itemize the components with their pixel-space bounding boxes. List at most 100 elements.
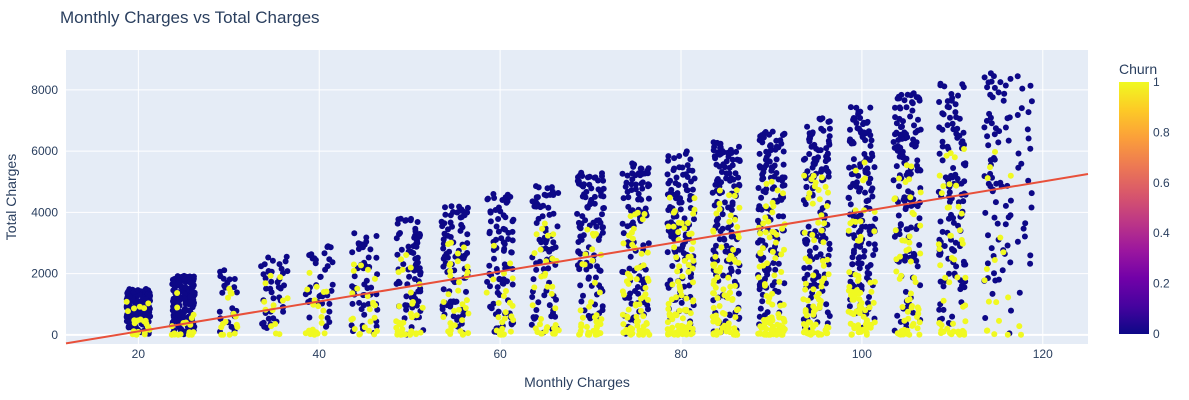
data-point bbox=[848, 331, 855, 338]
data-point bbox=[802, 239, 809, 246]
data-point bbox=[824, 203, 830, 210]
data-point bbox=[627, 331, 634, 338]
data-point bbox=[683, 295, 690, 302]
data-point bbox=[394, 251, 401, 258]
data-point bbox=[869, 223, 876, 230]
data-point bbox=[815, 187, 822, 193]
data-point bbox=[985, 79, 992, 86]
data-point bbox=[984, 133, 991, 140]
data-point bbox=[175, 311, 182, 318]
data-point bbox=[312, 260, 319, 267]
data-point bbox=[542, 270, 549, 277]
data-point bbox=[960, 161, 967, 167]
data-point bbox=[326, 300, 333, 307]
data-point bbox=[671, 208, 678, 215]
data-point bbox=[857, 233, 864, 240]
data-point bbox=[507, 260, 514, 267]
data-point bbox=[1005, 294, 1012, 301]
data-point bbox=[670, 213, 677, 220]
data-point bbox=[871, 241, 878, 248]
data-point bbox=[588, 185, 595, 192]
data-point bbox=[727, 329, 734, 336]
data-point bbox=[995, 89, 1002, 96]
data-point bbox=[676, 164, 683, 171]
data-point bbox=[535, 299, 542, 306]
data-point bbox=[644, 329, 651, 336]
data-point bbox=[809, 130, 816, 137]
data-point bbox=[644, 170, 651, 177]
data-point bbox=[673, 254, 680, 261]
data-point bbox=[901, 194, 908, 201]
data-point bbox=[446, 248, 453, 255]
data-point bbox=[952, 101, 959, 108]
data-point bbox=[226, 276, 233, 283]
colorbar-tick-label: 0.8 bbox=[1153, 125, 1170, 139]
data-point bbox=[904, 134, 911, 141]
data-point bbox=[282, 258, 289, 265]
data-point bbox=[366, 306, 373, 313]
data-point bbox=[849, 218, 856, 225]
data-point bbox=[371, 331, 378, 338]
data-point bbox=[801, 265, 808, 271]
data-point bbox=[549, 283, 556, 290]
data-point bbox=[529, 302, 536, 309]
data-point bbox=[624, 172, 631, 179]
data-point bbox=[760, 262, 767, 269]
data-point bbox=[726, 218, 733, 225]
data-point bbox=[769, 199, 776, 206]
data-point bbox=[1020, 225, 1027, 232]
data-point bbox=[393, 235, 400, 242]
data-point bbox=[778, 331, 785, 338]
data-point bbox=[765, 218, 772, 225]
data-point bbox=[855, 276, 862, 283]
data-point bbox=[960, 129, 967, 136]
data-point bbox=[578, 220, 585, 227]
data-point bbox=[818, 227, 825, 234]
data-point bbox=[1028, 204, 1035, 211]
data-point bbox=[780, 148, 787, 155]
data-point bbox=[899, 148, 906, 155]
data-point bbox=[907, 113, 914, 120]
data-point bbox=[632, 211, 639, 218]
data-point bbox=[627, 327, 634, 334]
data-point bbox=[549, 188, 556, 195]
data-point bbox=[991, 84, 998, 91]
data-point bbox=[736, 182, 743, 189]
data-point bbox=[486, 262, 493, 269]
data-point bbox=[413, 302, 420, 309]
data-point bbox=[685, 268, 692, 275]
plot-background bbox=[66, 50, 1088, 344]
data-point bbox=[720, 272, 727, 279]
data-point bbox=[676, 283, 683, 290]
data-point bbox=[555, 327, 562, 334]
data-point bbox=[545, 204, 552, 211]
data-point bbox=[666, 330, 673, 337]
data-point bbox=[691, 195, 698, 202]
data-point bbox=[136, 291, 143, 298]
data-point bbox=[736, 204, 743, 211]
data-point bbox=[537, 246, 544, 253]
data-point bbox=[1028, 190, 1035, 197]
data-point bbox=[552, 322, 559, 328]
data-point bbox=[756, 330, 763, 337]
data-point bbox=[637, 165, 644, 172]
data-point bbox=[1004, 331, 1011, 338]
data-point bbox=[860, 119, 867, 126]
data-point bbox=[322, 266, 329, 273]
data-point bbox=[684, 162, 691, 169]
data-point bbox=[624, 223, 631, 230]
data-point bbox=[872, 246, 879, 253]
data-point bbox=[664, 249, 671, 256]
data-point bbox=[619, 311, 626, 318]
data-point bbox=[687, 156, 694, 163]
data-point bbox=[905, 188, 912, 195]
data-point bbox=[720, 161, 727, 168]
data-point bbox=[826, 246, 833, 253]
data-point bbox=[533, 194, 540, 201]
data-point bbox=[1018, 105, 1025, 112]
chart-title: Monthly Charges vs Total Charges bbox=[60, 8, 320, 27]
data-point bbox=[463, 288, 469, 295]
data-point bbox=[464, 231, 471, 238]
data-point bbox=[914, 304, 921, 311]
data-point bbox=[131, 317, 138, 324]
